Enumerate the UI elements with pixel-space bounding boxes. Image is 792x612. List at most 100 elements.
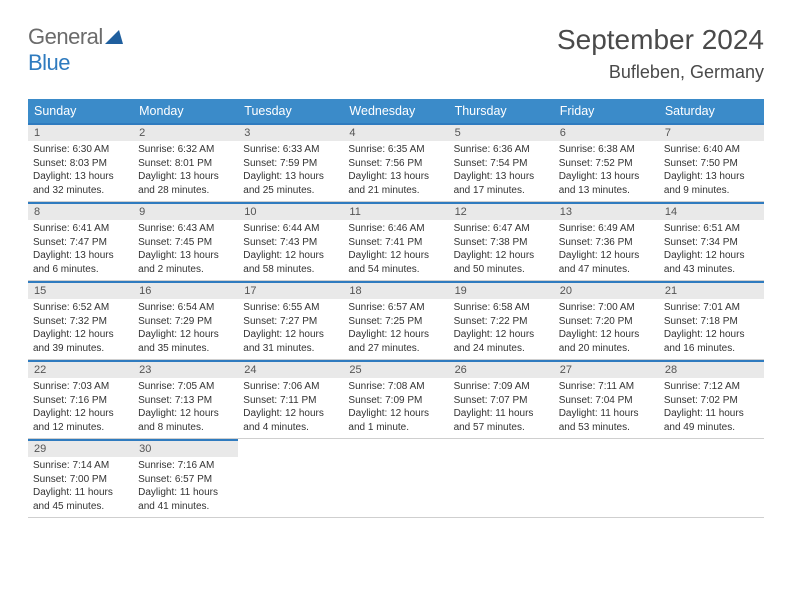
sunset-line: Sunset: 7:52 PM — [559, 157, 654, 171]
daylight-line: Daylight: 12 hours and 43 minutes. — [664, 249, 759, 276]
day-number: 14 — [659, 204, 764, 220]
daylight-line: Daylight: 12 hours and 47 minutes. — [559, 249, 654, 276]
dow-cell: Monday — [133, 99, 238, 123]
day-body: Sunrise: 7:06 AMSunset: 7:11 PMDaylight:… — [238, 378, 343, 434]
daylight-line: Daylight: 12 hours and 50 minutes. — [454, 249, 549, 276]
sunset-line: Sunset: 8:01 PM — [138, 157, 233, 171]
sunrise-line: Sunrise: 6:30 AM — [33, 143, 128, 157]
sunset-line: Sunset: 7:04 PM — [559, 394, 654, 408]
empty-cell — [659, 439, 764, 517]
sunset-line: Sunset: 7:34 PM — [664, 236, 759, 250]
daylight-line: Daylight: 13 hours and 32 minutes. — [33, 170, 128, 197]
day-number: 17 — [238, 283, 343, 299]
day-body: Sunrise: 6:43 AMSunset: 7:45 PMDaylight:… — [133, 220, 238, 276]
day-body: Sunrise: 7:01 AMSunset: 7:18 PMDaylight:… — [659, 299, 764, 355]
day-cell: 10Sunrise: 6:44 AMSunset: 7:43 PMDayligh… — [238, 202, 343, 280]
sunrise-line: Sunrise: 6:38 AM — [559, 143, 654, 157]
sunset-line: Sunset: 7:29 PM — [138, 315, 233, 329]
empty-cell — [554, 439, 659, 517]
day-number: 15 — [28, 283, 133, 299]
sunrise-line: Sunrise: 6:55 AM — [243, 301, 338, 315]
sunrise-line: Sunrise: 6:33 AM — [243, 143, 338, 157]
day-body: Sunrise: 6:58 AMSunset: 7:22 PMDaylight:… — [449, 299, 554, 355]
sunset-line: Sunset: 7:07 PM — [454, 394, 549, 408]
sunrise-line: Sunrise: 6:58 AM — [454, 301, 549, 315]
sunset-line: Sunset: 7:02 PM — [664, 394, 759, 408]
sunrise-line: Sunrise: 7:11 AM — [559, 380, 654, 394]
sunset-line: Sunset: 7:16 PM — [33, 394, 128, 408]
day-body: Sunrise: 7:16 AMSunset: 6:57 PMDaylight:… — [133, 457, 238, 513]
daylight-line: Daylight: 13 hours and 2 minutes. — [138, 249, 233, 276]
day-number: 24 — [238, 362, 343, 378]
daylight-line: Daylight: 12 hours and 1 minute. — [348, 407, 443, 434]
day-body: Sunrise: 6:35 AMSunset: 7:56 PMDaylight:… — [343, 141, 448, 197]
sunset-line: Sunset: 7:22 PM — [454, 315, 549, 329]
day-number: 4 — [343, 125, 448, 141]
sunrise-line: Sunrise: 7:01 AM — [664, 301, 759, 315]
sunset-line: Sunset: 7:38 PM — [454, 236, 549, 250]
day-cell: 5Sunrise: 6:36 AMSunset: 7:54 PMDaylight… — [449, 123, 554, 201]
daylight-line: Daylight: 13 hours and 6 minutes. — [33, 249, 128, 276]
calendar-grid: SundayMondayTuesdayWednesdayThursdayFrid… — [28, 99, 764, 518]
day-body: Sunrise: 6:30 AMSunset: 8:03 PMDaylight:… — [28, 141, 133, 197]
sunset-line: Sunset: 7:50 PM — [664, 157, 759, 171]
day-number: 16 — [133, 283, 238, 299]
day-number: 20 — [554, 283, 659, 299]
day-number: 22 — [28, 362, 133, 378]
daylight-line: Daylight: 13 hours and 25 minutes. — [243, 170, 338, 197]
sunrise-line: Sunrise: 7:14 AM — [33, 459, 128, 473]
day-number: 7 — [659, 125, 764, 141]
daylight-line: Daylight: 13 hours and 28 minutes. — [138, 170, 233, 197]
daylight-line: Daylight: 12 hours and 54 minutes. — [348, 249, 443, 276]
day-cell: 8Sunrise: 6:41 AMSunset: 7:47 PMDaylight… — [28, 202, 133, 280]
day-number: 1 — [28, 125, 133, 141]
day-number: 30 — [133, 441, 238, 457]
sunrise-line: Sunrise: 6:51 AM — [664, 222, 759, 236]
day-cell: 26Sunrise: 7:09 AMSunset: 7:07 PMDayligh… — [449, 360, 554, 438]
sunrise-line: Sunrise: 6:41 AM — [33, 222, 128, 236]
day-cell: 4Sunrise: 6:35 AMSunset: 7:56 PMDaylight… — [343, 123, 448, 201]
day-body: Sunrise: 7:08 AMSunset: 7:09 PMDaylight:… — [343, 378, 448, 434]
sunrise-line: Sunrise: 6:40 AM — [664, 143, 759, 157]
daylight-line: Daylight: 11 hours and 57 minutes. — [454, 407, 549, 434]
daylight-line: Daylight: 11 hours and 49 minutes. — [664, 407, 759, 434]
day-number: 11 — [343, 204, 448, 220]
sunrise-line: Sunrise: 7:06 AM — [243, 380, 338, 394]
day-body: Sunrise: 6:54 AMSunset: 7:29 PMDaylight:… — [133, 299, 238, 355]
day-number: 26 — [449, 362, 554, 378]
week-row: 29Sunrise: 7:14 AMSunset: 7:00 PMDayligh… — [28, 439, 764, 518]
daylight-line: Daylight: 12 hours and 12 minutes. — [33, 407, 128, 434]
day-number: 9 — [133, 204, 238, 220]
day-cell: 9Sunrise: 6:43 AMSunset: 7:45 PMDaylight… — [133, 202, 238, 280]
day-of-week-header: SundayMondayTuesdayWednesdayThursdayFrid… — [28, 99, 764, 123]
title-block: September 2024 Bufleben, Germany — [557, 24, 764, 83]
day-body: Sunrise: 6:47 AMSunset: 7:38 PMDaylight:… — [449, 220, 554, 276]
day-cell: 14 Sunrise: 6:51 AMSunset: 7:34 PMDayligh… — [659, 202, 764, 280]
day-body: Sunrise: 6:57 AMSunset: 7:25 PMDaylight:… — [343, 299, 448, 355]
day-body: Sunrise: 6:46 AMSunset: 7:41 PMDaylight:… — [343, 220, 448, 276]
day-cell: 16Sunrise: 6:54 AMSunset: 7:29 PMDayligh… — [133, 281, 238, 359]
daylight-line: Daylight: 13 hours and 9 minutes. — [664, 170, 759, 197]
daylight-line: Daylight: 12 hours and 4 minutes. — [243, 407, 338, 434]
sunset-line: Sunset: 7:54 PM — [454, 157, 549, 171]
logo-text-blue: Blue — [28, 50, 70, 75]
sunrise-line: Sunrise: 7:03 AM — [33, 380, 128, 394]
day-cell: 15Sunrise: 6:52 AMSunset: 7:32 PMDayligh… — [28, 281, 133, 359]
daylight-line: Daylight: 12 hours and 16 minutes. — [664, 328, 759, 355]
daylight-line: Daylight: 12 hours and 58 minutes. — [243, 249, 338, 276]
week-row: 1Sunrise: 6:30 AMSunset: 8:03 PMDaylight… — [28, 123, 764, 202]
sunset-line: Sunset: 7:00 PM — [33, 473, 128, 487]
day-body: Sunrise: 7:05 AMSunset: 7:13 PMDaylight:… — [133, 378, 238, 434]
sunset-line: Sunset: 7:13 PM — [138, 394, 233, 408]
day-body: Sunrise: 6:40 AMSunset: 7:50 PMDaylight:… — [659, 141, 764, 197]
sunrise-line: Sunrise: 6:46 AM — [348, 222, 443, 236]
day-number: 27 — [554, 362, 659, 378]
sunset-line: Sunset: 7:43 PM — [243, 236, 338, 250]
day-cell: 29Sunrise: 7:14 AMSunset: 7:00 PMDayligh… — [28, 439, 133, 517]
sunset-line: Sunset: 7:59 PM — [243, 157, 338, 171]
sunset-line: Sunset: 7:11 PM — [243, 394, 338, 408]
sunset-line: Sunset: 7:20 PM — [559, 315, 654, 329]
sunset-line: Sunset: 7:09 PM — [348, 394, 443, 408]
month-title: September 2024 — [557, 24, 764, 56]
day-number: 18 — [343, 283, 448, 299]
